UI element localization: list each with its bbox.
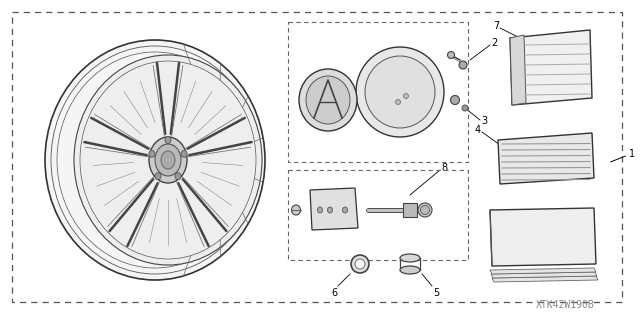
Text: 5: 5 (433, 288, 439, 298)
Polygon shape (492, 276, 598, 282)
Ellipse shape (356, 47, 444, 137)
Polygon shape (310, 188, 358, 230)
Ellipse shape (149, 137, 187, 183)
Ellipse shape (149, 150, 155, 157)
Text: 4: 4 (475, 125, 481, 135)
Ellipse shape (306, 76, 350, 124)
Ellipse shape (351, 255, 369, 273)
Ellipse shape (165, 137, 171, 144)
Ellipse shape (447, 51, 454, 58)
Text: 1: 1 (629, 149, 635, 159)
Ellipse shape (459, 61, 467, 69)
Ellipse shape (451, 95, 460, 105)
Ellipse shape (420, 205, 429, 214)
Ellipse shape (365, 56, 435, 128)
Ellipse shape (328, 207, 333, 213)
Ellipse shape (400, 266, 420, 274)
Polygon shape (510, 35, 526, 105)
Bar (288, 22, 468, 162)
Polygon shape (491, 272, 597, 278)
Ellipse shape (355, 259, 365, 269)
Text: 2: 2 (491, 38, 497, 48)
Ellipse shape (317, 207, 323, 213)
Ellipse shape (181, 150, 187, 157)
Ellipse shape (418, 203, 432, 217)
Polygon shape (498, 133, 594, 184)
Bar (288, 170, 468, 260)
Polygon shape (490, 268, 596, 274)
Polygon shape (510, 30, 592, 105)
Text: 7: 7 (493, 21, 499, 31)
Ellipse shape (175, 173, 181, 180)
Ellipse shape (161, 151, 175, 169)
Ellipse shape (400, 254, 420, 262)
Ellipse shape (155, 173, 161, 180)
Ellipse shape (299, 69, 357, 131)
Text: XTK42W190B: XTK42W190B (536, 300, 595, 310)
Text: 8: 8 (441, 163, 447, 173)
Ellipse shape (291, 205, 301, 215)
Ellipse shape (403, 93, 408, 99)
Ellipse shape (45, 40, 265, 280)
Ellipse shape (462, 105, 468, 111)
Polygon shape (490, 208, 596, 266)
Ellipse shape (155, 144, 181, 176)
Ellipse shape (396, 100, 401, 105)
FancyBboxPatch shape (403, 203, 417, 217)
Ellipse shape (342, 207, 348, 213)
Text: 3: 3 (481, 116, 487, 126)
Text: 6: 6 (331, 288, 337, 298)
Ellipse shape (74, 55, 262, 265)
